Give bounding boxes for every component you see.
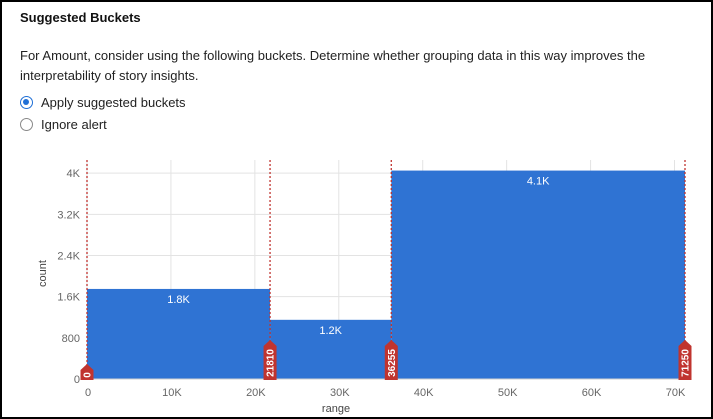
y-axis-title: count bbox=[37, 260, 49, 287]
panel-description: For Amount, consider using the following… bbox=[20, 48, 646, 83]
x-tick-label: 40K bbox=[414, 387, 434, 399]
radio-selected-icon[interactable] bbox=[20, 96, 33, 109]
bar-value-label: 4.1K bbox=[527, 176, 550, 188]
bucket-boundary-handle[interactable] bbox=[384, 340, 398, 380]
bucket-boundary-handle[interactable] bbox=[80, 364, 94, 380]
bucket-boundary-label: 21810 bbox=[266, 349, 277, 377]
x-axis-title: range bbox=[322, 403, 350, 415]
x-tick-label: 30K bbox=[330, 387, 350, 399]
apply-buckets-label: Apply suggested buckets bbox=[41, 95, 186, 110]
x-tick-label: 10K bbox=[162, 387, 182, 399]
histogram-bar bbox=[270, 319, 392, 379]
y-tick-label: 3.2K bbox=[57, 209, 80, 221]
ignore-alert-label: Ignore alert bbox=[41, 117, 107, 132]
x-tick-label: 60K bbox=[582, 387, 602, 399]
panel-title: Suggested Buckets bbox=[20, 10, 141, 25]
x-tick-label: 70K bbox=[666, 387, 686, 399]
bar-value-label: 1.8K bbox=[167, 294, 190, 306]
y-tick-label: 2.4K bbox=[57, 250, 80, 262]
y-tick-label: 4K bbox=[67, 168, 81, 180]
apply-buckets-option[interactable]: Apply suggested buckets bbox=[20, 95, 186, 110]
x-tick-label: 50K bbox=[498, 387, 518, 399]
bucket-boundary-label: 0 bbox=[83, 372, 94, 378]
bucket-boundary-handle[interactable] bbox=[263, 340, 277, 380]
y-tick-label: 0 bbox=[74, 374, 80, 386]
histogram-bar bbox=[87, 288, 271, 379]
histogram-bar bbox=[391, 170, 685, 379]
bucket-boundary-label: 36255 bbox=[387, 349, 398, 377]
bucket-boundary-handle[interactable] bbox=[678, 340, 692, 380]
y-tick-label: 800 bbox=[62, 333, 80, 345]
y-tick-label: 1.6K bbox=[57, 292, 80, 304]
radio-unselected-icon[interactable] bbox=[20, 118, 33, 131]
ignore-alert-option[interactable]: Ignore alert bbox=[20, 117, 107, 132]
bucket-boundary-label: 71250 bbox=[681, 349, 692, 377]
x-tick-label: 20K bbox=[246, 387, 266, 399]
bar-value-label: 1.2K bbox=[319, 325, 342, 337]
x-tick-label: 0 bbox=[85, 387, 91, 399]
